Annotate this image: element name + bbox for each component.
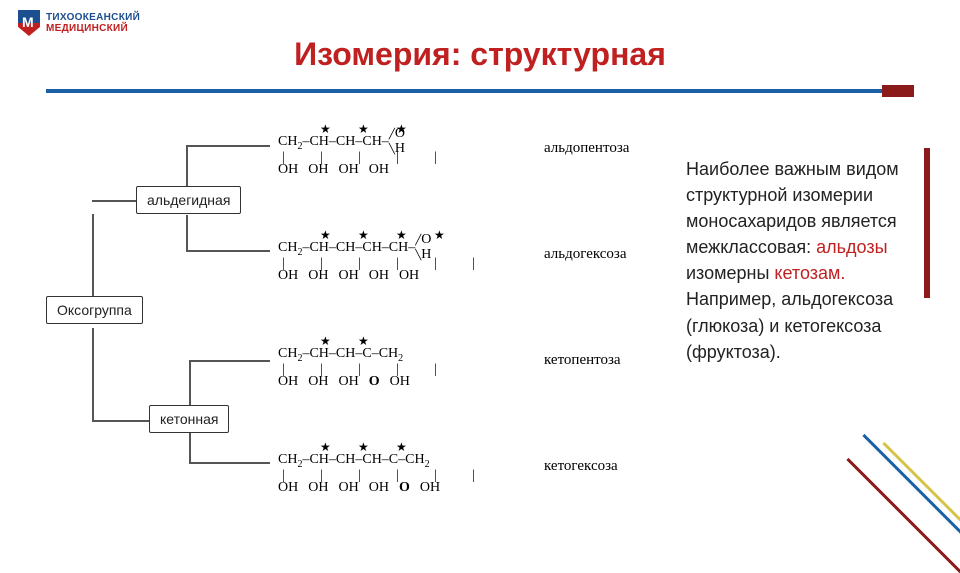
bond-1-1: |: [320, 256, 323, 272]
chiral-star: ★: [358, 440, 369, 454]
panel-accent-bar: [924, 148, 930, 298]
formula-3: CH2–CH–CH–CH–C–CH2: [278, 452, 430, 470]
chiral-star: ★: [358, 334, 369, 348]
bond-3-2: |: [358, 468, 361, 484]
panel-hlB: кетозам.: [774, 263, 845, 283]
chiral-star: ★: [358, 122, 369, 136]
panel-post: Например, альдогексоза (глюкоза) и кетог…: [686, 289, 893, 361]
rule-main: [46, 89, 914, 93]
bond-3-1: |: [320, 468, 323, 484]
logo-text: ТИХООКЕАНСКИЙ МЕДИЦИНСКИЙ: [46, 12, 140, 34]
bond-2-4: |: [434, 362, 437, 378]
chiral-star: ★: [320, 228, 331, 242]
node-ketone: кетонная: [149, 405, 229, 433]
edge: [186, 250, 270, 252]
chiral-star: ★: [434, 228, 445, 242]
chiral-star: ★: [396, 228, 407, 242]
chiral-star: ★: [320, 122, 331, 136]
bond-1-2: |: [358, 256, 361, 272]
chiral-star: ★: [396, 440, 407, 454]
rule-accent: [882, 85, 914, 97]
edge: [92, 328, 94, 420]
edge: [189, 360, 270, 362]
bond-0-1: |: [320, 150, 323, 166]
panel-hlA: альдозы: [816, 237, 887, 257]
diagram: Оксогруппа альдегидная кетонная CH2–CH–C…: [46, 100, 666, 520]
bond-1-5: |: [472, 256, 475, 272]
bond-2-2: |: [358, 362, 361, 378]
bond-1-3: |: [396, 256, 399, 272]
bond-2-3: |: [396, 362, 399, 378]
formula-1: CH2–CH–CH–CH–CH–╱O╲H: [278, 240, 431, 269]
bond-0-3: |: [396, 150, 399, 166]
edge: [189, 433, 191, 463]
formula-label-1: альдогексоза: [544, 246, 627, 263]
formula-label-2: кетопентоза: [544, 352, 621, 369]
title-rule: [46, 88, 914, 94]
bond-2-0: |: [282, 362, 285, 378]
formula-0: CH2–CH–CH–CH–╱O╲H: [278, 134, 405, 163]
corner-decoration: [830, 410, 960, 550]
edge: [186, 145, 270, 147]
edge: [92, 200, 136, 202]
formula-oh-0: OHOHOHOH: [278, 162, 406, 178]
edge: [189, 462, 270, 464]
formula-label-0: альдопентоза: [544, 140, 629, 157]
edge: [189, 360, 191, 405]
edge: [92, 214, 94, 296]
chiral-star: ★: [358, 228, 369, 242]
node-aldehyde: альдегидная: [136, 186, 241, 214]
bond-3-3: |: [396, 468, 399, 484]
node-root: Оксогруппа: [46, 296, 143, 324]
formula-oh-2: OHOHOHOOH: [278, 374, 410, 390]
edge: [186, 145, 188, 186]
bond-1-0: |: [282, 256, 285, 272]
chiral-star: ★: [320, 440, 331, 454]
bond-2-1: |: [320, 362, 323, 378]
logo-mark-icon: [18, 10, 40, 36]
chiral-star: ★: [320, 334, 331, 348]
bond-3-5: |: [472, 468, 475, 484]
bond-3-0: |: [282, 468, 285, 484]
side-panel: Наиболее важным видом структурной изомер…: [686, 156, 918, 365]
bond-0-0: |: [282, 150, 285, 166]
logo: ТИХООКЕАНСКИЙ МЕДИЦИНСКИЙ: [18, 10, 140, 36]
panel-mid: изомерны: [686, 263, 774, 283]
logo-line2: МЕДИЦИНСКИЙ: [46, 23, 140, 34]
edge: [92, 420, 149, 422]
bond-0-2: |: [358, 150, 361, 166]
logo-line1: ТИХООКЕАНСКИЙ: [46, 12, 140, 23]
bond-1-4: |: [434, 256, 437, 272]
bond-0-4: |: [434, 150, 437, 166]
formula-2: CH2–CH–CH–C–CH2: [278, 346, 403, 364]
formula-label-3: кетогексоза: [544, 458, 618, 475]
edge: [186, 215, 188, 251]
page-title: Изомерия: структурная: [0, 36, 960, 73]
bond-3-4: |: [434, 468, 437, 484]
chiral-star: ★: [396, 122, 407, 136]
